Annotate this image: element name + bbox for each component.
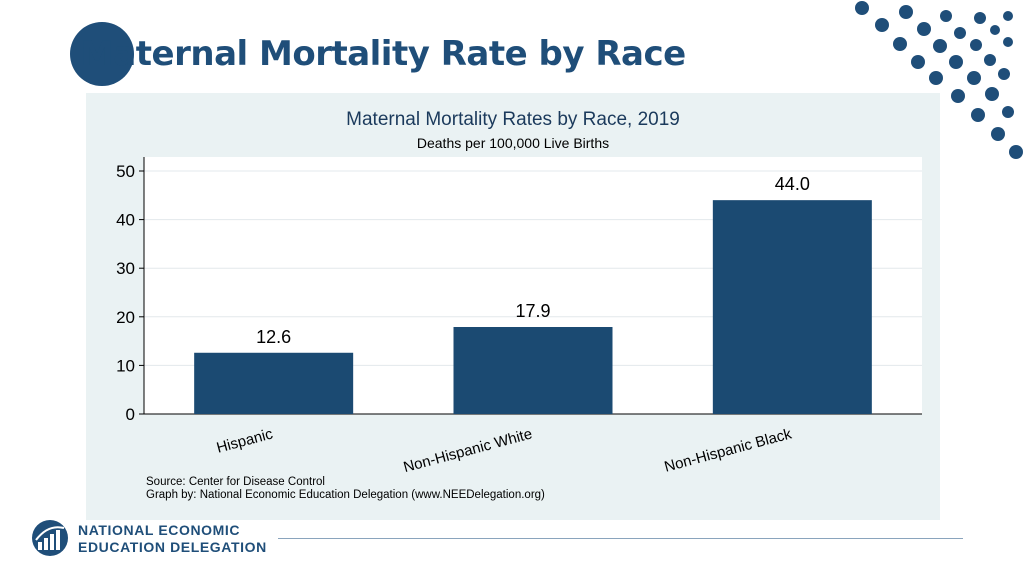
chart-panel: Maternal Mortality Rates by Race, 2019 D… [86,93,940,520]
org-name-line1: NATIONAL ECONOMIC [78,522,241,538]
bar-chart: 0 10 20 30 40 50 12.6 Hispanic 17.9 Non-Hispanic … [116,157,922,476]
bar-non-hispanic-black [712,200,872,414]
y-tick-label: 0 [126,405,135,424]
bar-value-label: 17.9 [515,301,550,321]
x-tick-label: Non-Hispanic Black [663,425,794,475]
x-tick-label: Hispanic [215,425,275,456]
org-name-line2: EDUCATION DELEGATION [78,539,267,555]
y-tick-label: 50 [116,162,135,181]
chart-title: Maternal Mortality Rates by Race, 2019 [346,109,680,130]
y-tick-label: 30 [116,259,135,278]
bar-value-label: 12.6 [256,327,291,347]
y-tick-label: 40 [116,211,135,230]
chart-source: Source: Center for Disease Control [146,476,325,488]
nee-logo-icon [32,520,68,556]
y-tick-label: 20 [116,308,135,327]
footer-divider [278,538,963,539]
chart-credit: Graph by: National Economic Education De… [146,489,545,501]
bar-hispanic [194,352,354,414]
bar-value-label: 44.0 [775,174,810,194]
slide-title: Maternal Mortality Rate by Race [80,34,686,74]
bar-non-hispanic-white [453,327,613,414]
y-tick-label: 10 [116,356,135,375]
title-accent-circle [70,22,134,86]
x-tick-label: Non-Hispanic White [402,425,534,476]
chart-subtitle: Deaths per 100,000 Live Births [416,135,610,151]
